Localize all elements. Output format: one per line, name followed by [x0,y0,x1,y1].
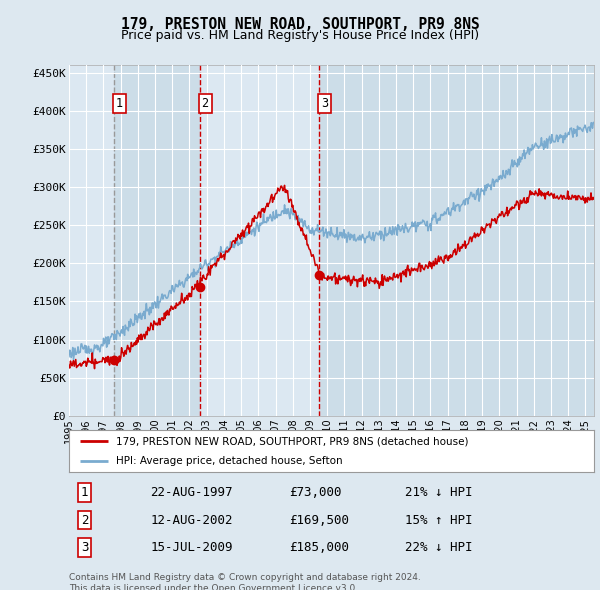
Text: 1: 1 [116,97,123,110]
Text: £169,500: £169,500 [290,513,349,526]
Text: £185,000: £185,000 [290,541,349,554]
Text: 22-AUG-1997: 22-AUG-1997 [151,486,233,499]
Text: 2: 2 [202,97,209,110]
Text: 22% ↓ HPI: 22% ↓ HPI [405,541,473,554]
Text: 1: 1 [81,486,89,499]
Text: 179, PRESTON NEW ROAD, SOUTHPORT, PR9 8NS: 179, PRESTON NEW ROAD, SOUTHPORT, PR9 8N… [121,17,479,31]
Bar [115,65,200,416]
Bar [200,65,319,416]
Bar [319,65,594,416]
Text: 3: 3 [81,541,89,554]
Text: Price paid vs. HM Land Registry's House Price Index (HPI): Price paid vs. HM Land Registry's House … [121,30,479,42]
Text: 2: 2 [81,513,89,526]
Text: £73,000: £73,000 [290,486,342,499]
Text: 12-AUG-2002: 12-AUG-2002 [151,513,233,526]
Bar [69,65,115,416]
Text: 15-JUL-2009: 15-JUL-2009 [151,541,233,554]
Text: 21% ↓ HPI: 21% ↓ HPI [405,486,473,499]
Text: 179, PRESTON NEW ROAD, SOUTHPORT, PR9 8NS (detached house): 179, PRESTON NEW ROAD, SOUTHPORT, PR9 8N… [116,437,469,447]
Text: 3: 3 [321,97,328,110]
Text: HPI: Average price, detached house, Sefton: HPI: Average price, detached house, Seft… [116,457,343,466]
Text: 15% ↑ HPI: 15% ↑ HPI [405,513,473,526]
Text: Contains HM Land Registry data © Crown copyright and database right 2024.
This d: Contains HM Land Registry data © Crown c… [69,573,421,590]
